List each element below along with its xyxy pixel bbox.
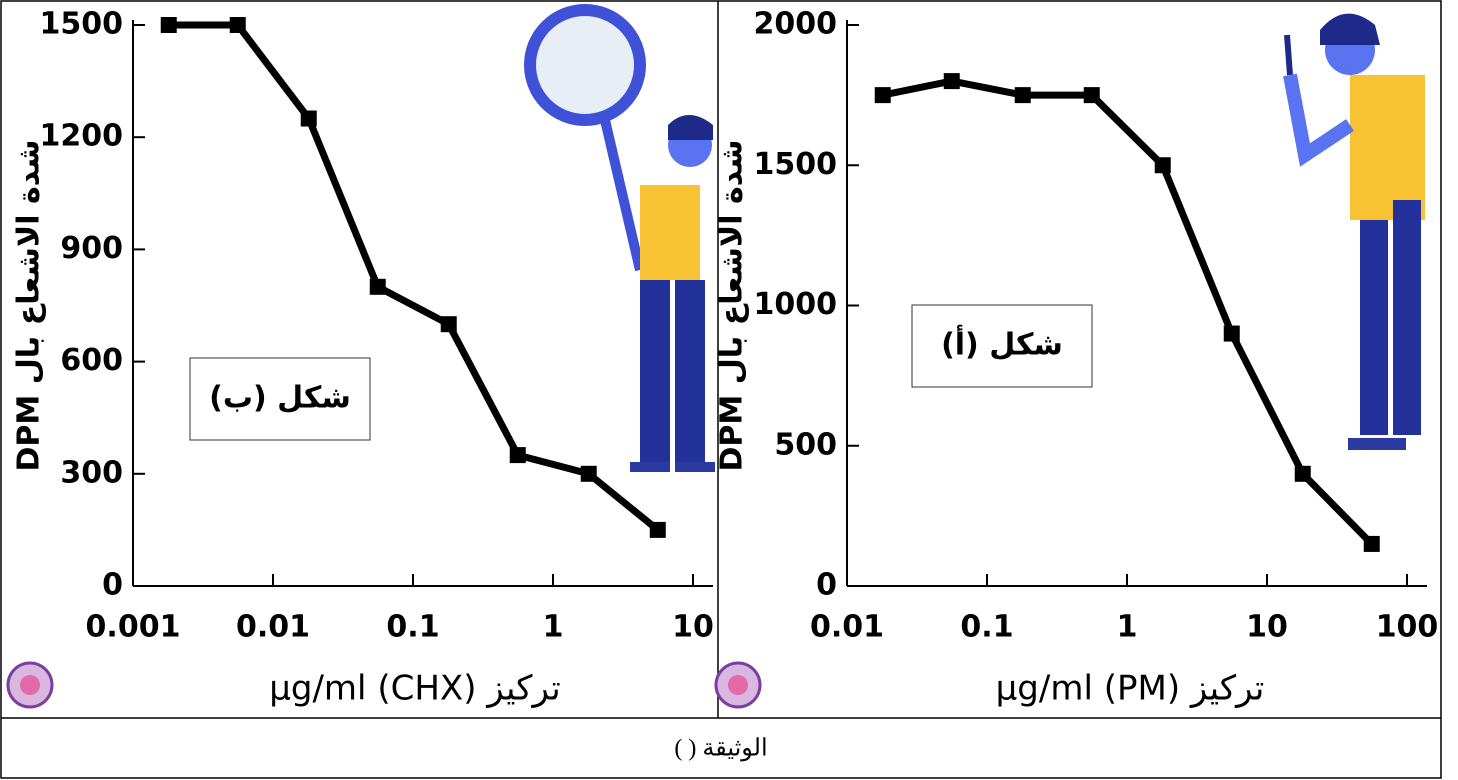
x-tick-label: 10	[1246, 610, 1288, 645]
x-tick-label: 0.01	[236, 610, 310, 645]
data-point	[1295, 466, 1311, 482]
data-point	[1084, 87, 1100, 103]
x-tick-label: 0.1	[386, 610, 439, 645]
x-tick-label: 0.001	[86, 610, 181, 645]
y-tick-label: 1500	[40, 7, 124, 42]
data-point	[441, 316, 457, 332]
footer: الوثيقة ( )	[674, 736, 767, 762]
data-point	[510, 447, 526, 463]
x-axis-label: تركيز (CHX) µg/ml	[269, 669, 560, 709]
y-axis-label: شدة الاشعاع بال DPM	[12, 140, 47, 472]
data-point	[875, 87, 891, 103]
annotation: شكل (أ)	[941, 325, 1063, 363]
data-point	[581, 466, 597, 482]
y-tick-label: 1000	[754, 287, 838, 322]
y-tick-label: 1500	[754, 147, 838, 182]
y-tick-label: 2000	[754, 7, 838, 42]
x-tick-label: 1	[1117, 610, 1138, 645]
y-tick-label: 0	[816, 568, 837, 603]
x-tick-label: 10	[672, 610, 714, 645]
data-point	[944, 73, 960, 89]
illustration	[1287, 14, 1425, 450]
x-axis-label: تركيز (PM) µg/ml	[996, 669, 1265, 709]
y-tick-label: 0	[102, 568, 123, 603]
x-tick-label: 1	[543, 610, 564, 645]
y-tick-label: 1200	[40, 119, 124, 154]
page: الوثيقة ( ) 0300600900120015000.0010.010…	[0, 0, 1458, 780]
data-point	[1015, 87, 1031, 103]
y-tick-label: 500	[774, 427, 837, 462]
y-tick-label: 900	[60, 231, 123, 266]
y-tick-label: 300	[60, 455, 123, 490]
data-point	[650, 522, 666, 538]
data-point	[1155, 157, 1171, 173]
data-point	[370, 279, 386, 295]
y-tick-label: 600	[60, 343, 123, 378]
annotation: شكل (ب)	[209, 381, 351, 416]
x-tick-label: 100	[1376, 610, 1439, 645]
data-point	[1364, 536, 1380, 552]
y-axis-label: شدة الاشعاع بال DPM	[715, 140, 750, 472]
data-point	[301, 111, 317, 127]
data-point	[230, 17, 246, 33]
x-tick-label: 0.1	[960, 610, 1013, 645]
data-point	[1224, 326, 1240, 342]
x-tick-label: 0.01	[810, 610, 884, 645]
illustration	[530, 10, 715, 472]
data-point	[161, 17, 177, 33]
